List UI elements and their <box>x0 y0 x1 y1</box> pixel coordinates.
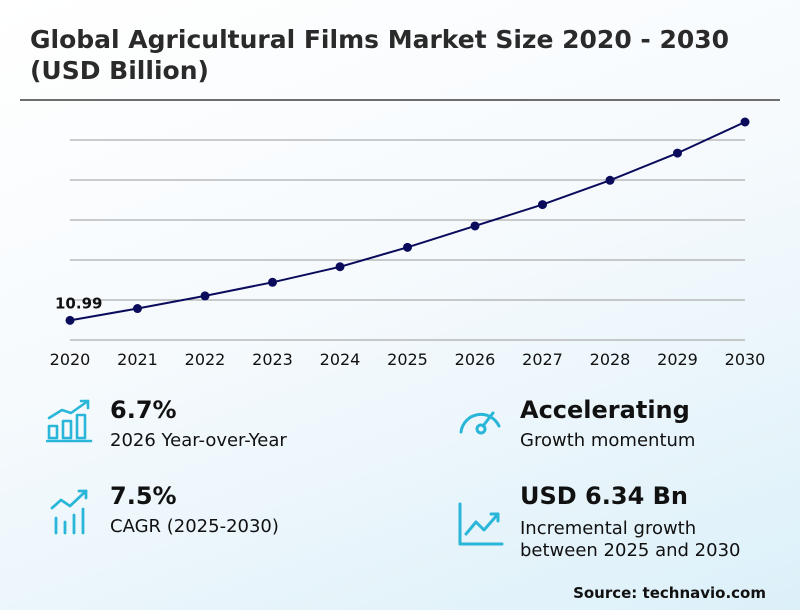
x-tick-label: 2026 <box>455 350 496 369</box>
gauge-icon <box>459 411 501 435</box>
stat-value: Accelerating <box>520 396 690 424</box>
stat-value: USD 6.34 Bn <box>520 482 688 510</box>
data-point <box>133 304 142 314</box>
data-point <box>268 277 277 287</box>
stat-label: Growth momentum <box>520 430 696 451</box>
x-tick-label: 2028 <box>590 350 631 369</box>
data-points <box>65 117 750 325</box>
title-divider <box>20 99 780 101</box>
data-point <box>538 200 547 210</box>
stat-value: 6.7% <box>110 396 177 424</box>
data-point <box>605 175 615 185</box>
x-tick-label: 2025 <box>387 350 428 369</box>
data-labels: 10.99 <box>55 294 102 312</box>
x-tick-label: 2030 <box>725 350 766 369</box>
stat-yoy: 6.7% 2026 Year-over-Year <box>46 396 366 466</box>
series-line <box>69 121 746 322</box>
stat-cagr: 7.5% CAGR (2025-2030) <box>46 482 366 552</box>
line-chart-icon <box>458 502 504 546</box>
grid-lines <box>70 139 745 341</box>
data-point <box>740 117 750 127</box>
x-tick-label: 2024 <box>320 350 361 369</box>
data-label: 10.99 <box>55 294 102 312</box>
x-tick-label: 2023 <box>252 350 293 369</box>
stat-incremental: USD 6.34 Bn Incremental growth between 2… <box>456 482 786 572</box>
x-tick-label: 2021 <box>117 350 158 369</box>
chart-title: Global Agricultural Films Market Size 20… <box>30 25 730 85</box>
stat-label-line-1: Incremental growth <box>520 518 697 539</box>
x-axis-ticks: 2020 2021 2022 2023 2024 2025 2026 2027 2028 2029… <box>50 350 766 369</box>
bar-growth-icon <box>46 399 93 443</box>
data-point <box>65 315 75 325</box>
x-tick-label: 2027 <box>522 350 563 369</box>
chart-growth-icon <box>50 489 88 535</box>
x-tick-label: 2022 <box>185 350 226 369</box>
market-size-line-chart: 2020 2021 2022 2023 2024 2025 2026 2027 2028 2029… <box>50 117 766 369</box>
source-credit: Source: technavio.com <box>573 584 766 602</box>
x-tick-label: 2020 <box>50 350 91 369</box>
data-point <box>403 242 412 252</box>
stat-momentum: Accelerating Growth momentum <box>456 396 776 466</box>
data-point <box>470 221 480 231</box>
stat-label: 2026 Year-over-Year <box>110 430 287 451</box>
data-point <box>335 262 345 272</box>
stat-label: CAGR (2025-2030) <box>110 516 279 537</box>
data-point <box>200 291 210 301</box>
stat-label-line-2: between 2025 and 2030 <box>520 540 741 561</box>
stat-value: 7.5% <box>110 482 177 510</box>
x-tick-label: 2029 <box>657 350 698 369</box>
data-point <box>673 148 682 158</box>
